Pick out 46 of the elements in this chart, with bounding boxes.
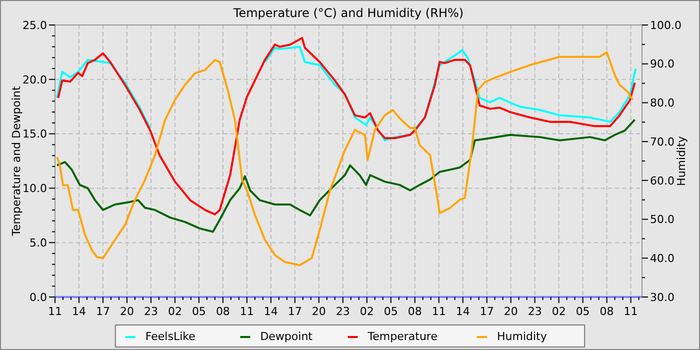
x-tick-label: 11 <box>624 305 638 318</box>
x-tick-label: 17 <box>480 305 494 318</box>
x-tick-label: 20 <box>120 305 134 318</box>
x-tick-label: 11 <box>48 305 62 318</box>
y-tick-label: 20.0 <box>22 73 47 86</box>
x-tick-label: 17 <box>288 305 302 318</box>
x-tick-label: 11 <box>240 305 254 318</box>
x-tick-label: 08 <box>600 305 614 318</box>
legend-label: Humidity <box>497 330 548 343</box>
legend-label: Temperature <box>366 330 438 343</box>
y2-tick-label: 60.0 <box>650 174 674 188</box>
y-tick-label: 15.0 <box>22 128 47 141</box>
legend-label: FeelsLike <box>145 330 196 343</box>
x-tick-label: 14 <box>456 305 470 318</box>
x-tick-label: 23 <box>144 305 158 318</box>
x-tick-label: 23 <box>528 305 542 318</box>
y-tick-label: 0.0 <box>30 290 47 304</box>
x-tick-label: 14 <box>72 305 86 318</box>
x-tick-label: 08 <box>408 305 422 318</box>
x-tick-label: 23 <box>336 305 350 318</box>
x-tick-label: 08 <box>216 305 230 318</box>
x-tick-label: 14 <box>264 305 278 318</box>
y2-tick-label: 70.0 <box>650 135 674 148</box>
x-tick-label: 20 <box>504 305 518 318</box>
x-tick-label: 02 <box>552 305 566 318</box>
y-tick-label: 25.0 <box>22 18 47 32</box>
y2-tick-label: 40.0 <box>650 252 674 265</box>
legend-label: Dewpoint <box>260 330 314 343</box>
x-tick-label: 17 <box>96 305 110 318</box>
y2-axis-title: Humidity <box>675 136 688 186</box>
y2-tick-label: 30.0 <box>650 290 674 304</box>
y-tick-label: 10.0 <box>22 182 47 196</box>
y-axis-title: Temperature and Dewpoint <box>10 85 23 237</box>
x-tick-label: 02 <box>360 305 374 318</box>
x-tick-label: 05 <box>384 305 398 318</box>
chart-title: Temperature (°C) and Humidity (RH%) <box>232 6 464 20</box>
y2-tick-label: 50.0 <box>650 213 674 226</box>
x-tick-label: 02 <box>168 305 182 318</box>
x-tick-label: 20 <box>312 305 326 318</box>
y-tick-label: 5.0 <box>30 236 47 250</box>
y2-tick-label: 100.0 <box>650 18 682 32</box>
x-tick-label: 05 <box>192 305 206 318</box>
x-tick-label: 05 <box>576 305 590 318</box>
y2-tick-label: 80.0 <box>650 96 674 110</box>
y2-tick-label: 90.0 <box>650 58 674 71</box>
x-tick-label: 11 <box>432 305 446 318</box>
